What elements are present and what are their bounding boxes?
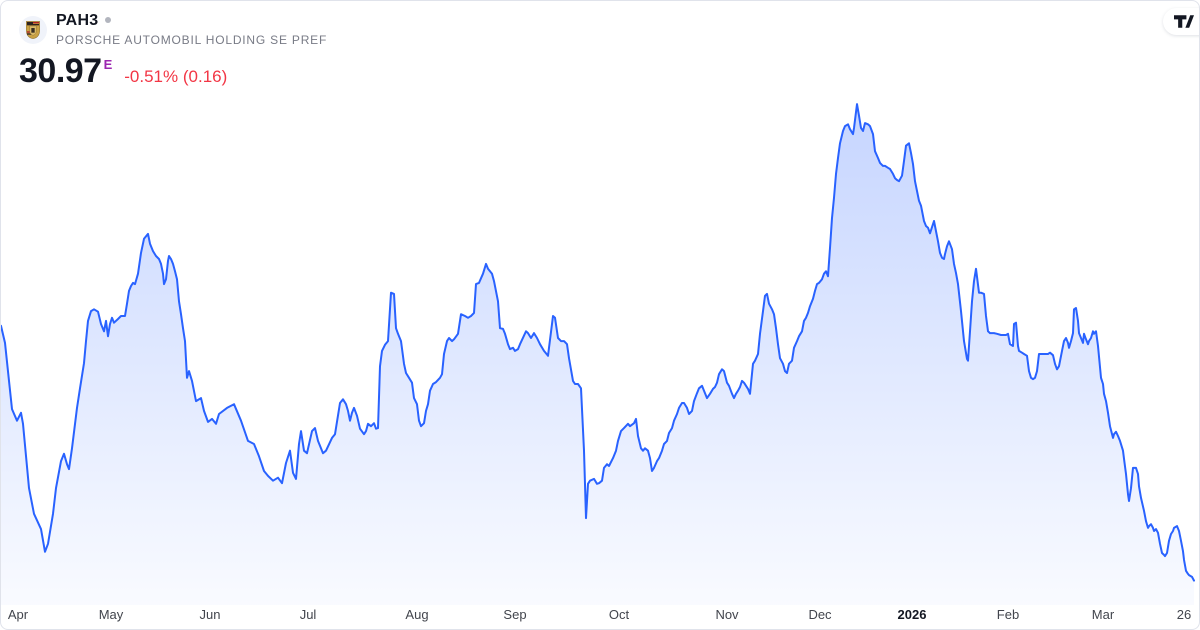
market-status-dot [105, 17, 112, 23]
x-axis-label-oct: Oct [608, 607, 630, 622]
x-axis-label-aug: Aug [405, 607, 429, 622]
x-axis-label-feb: Feb [996, 607, 1020, 622]
x-axis-label-nov: Nov [715, 607, 739, 622]
x-axis-label-dec: Dec [808, 607, 832, 622]
ticker-symbol: PAH3 [56, 12, 99, 29]
x-axis-label-mar: Mar [1091, 607, 1115, 622]
tradingview-logo-icon [1174, 15, 1194, 28]
x-axis-label-sep: Sep [503, 607, 527, 622]
x-axis-label-may: May [98, 607, 124, 622]
x-axis-label-jul: Jul [299, 607, 317, 622]
price-line [1, 103, 1195, 582]
price-area [1, 104, 1194, 605]
identity-block: PAH3 PORSCHE AUTOMOBIL HOLDING SE PREF [56, 12, 328, 48]
company-logo [19, 16, 47, 44]
porsche-crest-icon [26, 21, 40, 39]
tradingview-logo-button[interactable] [1163, 8, 1199, 35]
x-axis-label-2026: 2026 [897, 607, 927, 622]
price-change: -0.51% (0.16) [124, 67, 228, 86]
x-axis: Apr May Jun Jul Aug Sep Oct Nov Dec 2026 Feb Mar 26 [1, 599, 1199, 629]
symbol-header-row: PAH3 PORSCHE AUTOMOBIL HOLDING SE PREF [19, 13, 327, 47]
x-axis-label-apr: Apr [7, 607, 29, 622]
last-price: 30.97 [19, 52, 102, 90]
eod-flag: E [103, 57, 113, 72]
company-name: PORSCHE AUTOMOBIL HOLDING SE PREF [56, 33, 328, 47]
header: PAH3 PORSCHE AUTOMOBIL HOLDING SE PREF 3… [19, 13, 327, 88]
price-row: 30.97 E -0.51% (0.16) [19, 54, 327, 88]
x-axis-label-jun: Jun [199, 607, 221, 622]
x-axis-label-26: 26 [1176, 607, 1192, 622]
